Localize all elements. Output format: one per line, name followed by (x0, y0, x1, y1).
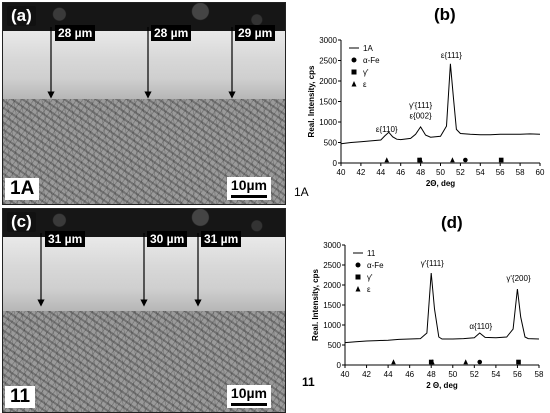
series-line (340, 63, 541, 145)
x-tick-label: 56 (496, 168, 505, 177)
sample-label: 1A (294, 185, 309, 199)
legend-label: γ' (363, 68, 369, 77)
y-tick-label: 2500 (323, 261, 341, 270)
y-tick-label: 1500 (319, 98, 337, 107)
legend-label: α-Fe (363, 56, 380, 65)
phase-marker (430, 359, 435, 365)
x-tick-label: 48 (427, 370, 436, 379)
mount-region (3, 3, 285, 31)
x-tick-label: 40 (341, 370, 350, 379)
peak-label: ε{110} (376, 125, 398, 134)
x-axis-label: 2 Θ, deg (426, 381, 458, 390)
y-tick-label: 2000 (323, 281, 341, 290)
micrograph-1a: (a) 28 µm 28 µm 29 µm 1A 10µm (2, 2, 286, 205)
scale-bar-label: 10µm (230, 177, 267, 193)
sample-label: 11 (302, 375, 315, 389)
phase-marker (498, 157, 504, 163)
y-tick-label: 0 (337, 361, 342, 370)
thickness-label: 31 µm (45, 231, 86, 247)
x-tick-label: 58 (535, 370, 544, 379)
thickness-label: 30 µm (147, 231, 188, 247)
legend-marker (351, 81, 357, 87)
diffusion-zone (3, 311, 285, 412)
y-axis-label: Real. Intensity, cps (311, 269, 320, 341)
y-tick-label: 1000 (319, 118, 337, 127)
y-tick-label: 2500 (319, 57, 337, 66)
panel-label-c: (c) (7, 212, 36, 232)
y-tick-label: 3000 (319, 36, 337, 45)
peak-label: γ'{111} (409, 101, 432, 110)
x-axis-label: 2Θ, deg (426, 179, 455, 188)
y-tick-label: 1000 (323, 321, 341, 330)
x-tick-label: 60 (536, 168, 545, 177)
peak-label: α{110} (469, 322, 492, 331)
legend-label: ε (363, 80, 367, 89)
x-tick-label: 52 (456, 168, 465, 177)
thickness-label: 29 µm (235, 25, 276, 41)
phase-marker (391, 359, 396, 365)
thickness-label: 28 µm (151, 25, 192, 41)
x-tick-label: 44 (384, 370, 393, 379)
x-tick-label: 52 (470, 370, 479, 379)
micrograph-11: (c) 31 µm 30 µm 31 µm 11 10µm (2, 208, 286, 413)
y-tick-label: 500 (328, 341, 342, 350)
legend-label: 11 (367, 249, 376, 258)
panel-label: (d) (441, 213, 463, 232)
x-tick-label: 46 (405, 370, 414, 379)
peak-label: γ'{200} (506, 274, 531, 283)
y-tick-label: 0 (333, 159, 338, 168)
thickness-label: 28 µm (55, 25, 96, 41)
x-tick-label: 42 (362, 370, 371, 379)
peak-label: ε{111} (441, 51, 462, 60)
peak-label: γ'{111} (421, 259, 444, 268)
y-tick-label: 2000 (319, 77, 337, 86)
thickness-arrows (47, 27, 236, 99)
legend-marker (355, 262, 361, 268)
x-tick-label: 42 (356, 168, 365, 177)
x-tick-label: 54 (491, 370, 500, 379)
legend-label: γ' (367, 273, 373, 282)
scale-bar: 10µm (226, 385, 271, 408)
compound-layer (3, 31, 285, 99)
x-tick-label: 50 (436, 168, 445, 177)
legend-label: ε (367, 285, 371, 294)
x-tick-label: 44 (376, 168, 385, 177)
scale-bar: 10µm (226, 177, 271, 200)
y-axis-label: Real. Intensity, cps (307, 65, 316, 137)
x-tick-label: 40 (337, 168, 346, 177)
scale-bar-label: 10µm (230, 385, 267, 401)
legend-marker (355, 286, 361, 292)
phase-marker (516, 359, 521, 365)
peak-label: ε{002} (409, 112, 432, 121)
y-tick-label: 1500 (323, 301, 341, 310)
x-tick-label: 58 (516, 168, 525, 177)
panel-label-a: (a) (7, 6, 36, 26)
legend-label: 1A (363, 44, 373, 53)
x-tick-label: 54 (476, 168, 485, 177)
sample-label: 11 (5, 386, 36, 408)
legend-marker (351, 69, 357, 75)
legend-marker (355, 274, 361, 280)
phase-marker (463, 359, 469, 365)
phase-marker (450, 157, 455, 163)
x-tick-label: 50 (448, 370, 457, 379)
sample-label: 1A (5, 178, 40, 200)
x-tick-label: 48 (416, 168, 425, 177)
phase-marker (418, 157, 423, 163)
x-tick-label: 56 (513, 370, 522, 379)
legend-marker (351, 57, 357, 63)
phase-marker (477, 359, 483, 365)
y-tick-label: 3000 (323, 241, 341, 250)
y-tick-label: 500 (324, 139, 338, 148)
xrd-chart-11: (d) 0 500 1000 1500 2000 2500 3000 40 42 44 46 48 50 5… (302, 213, 544, 390)
phase-marker (384, 157, 390, 163)
xrd-chart-1a: (b) 0 500 1000 1500 2000 2500 3000 40 42 44 46 48 50 5… (294, 5, 545, 199)
series-line (344, 272, 540, 344)
x-tick-label: 46 (396, 168, 405, 177)
phase-marker (463, 157, 468, 163)
thickness-arrows (37, 233, 202, 307)
panel-label: (b) (434, 5, 456, 24)
thickness-label: 31 µm (201, 231, 242, 247)
legend-label: α-Fe (367, 261, 384, 270)
